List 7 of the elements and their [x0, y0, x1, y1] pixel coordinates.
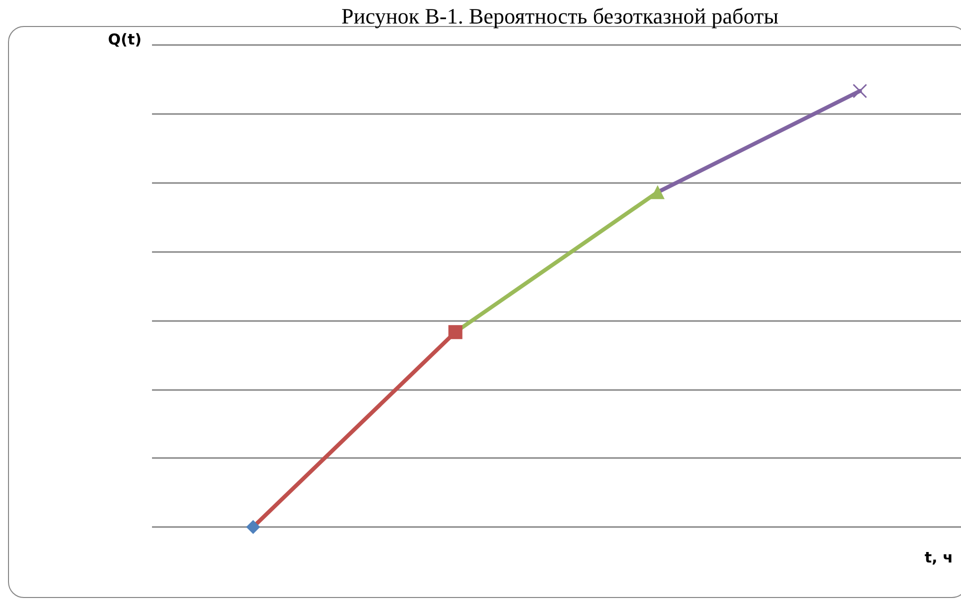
chart-title: Рисунок В-1. Вероятность безотказной работы	[341, 4, 779, 28]
point	[852, 84, 868, 98]
point	[448, 325, 462, 340]
point	[650, 185, 665, 200]
point	[246, 520, 260, 534]
x-axis-title: t, ч	[924, 548, 953, 566]
y-axis-title: Q(t)	[108, 30, 142, 48]
